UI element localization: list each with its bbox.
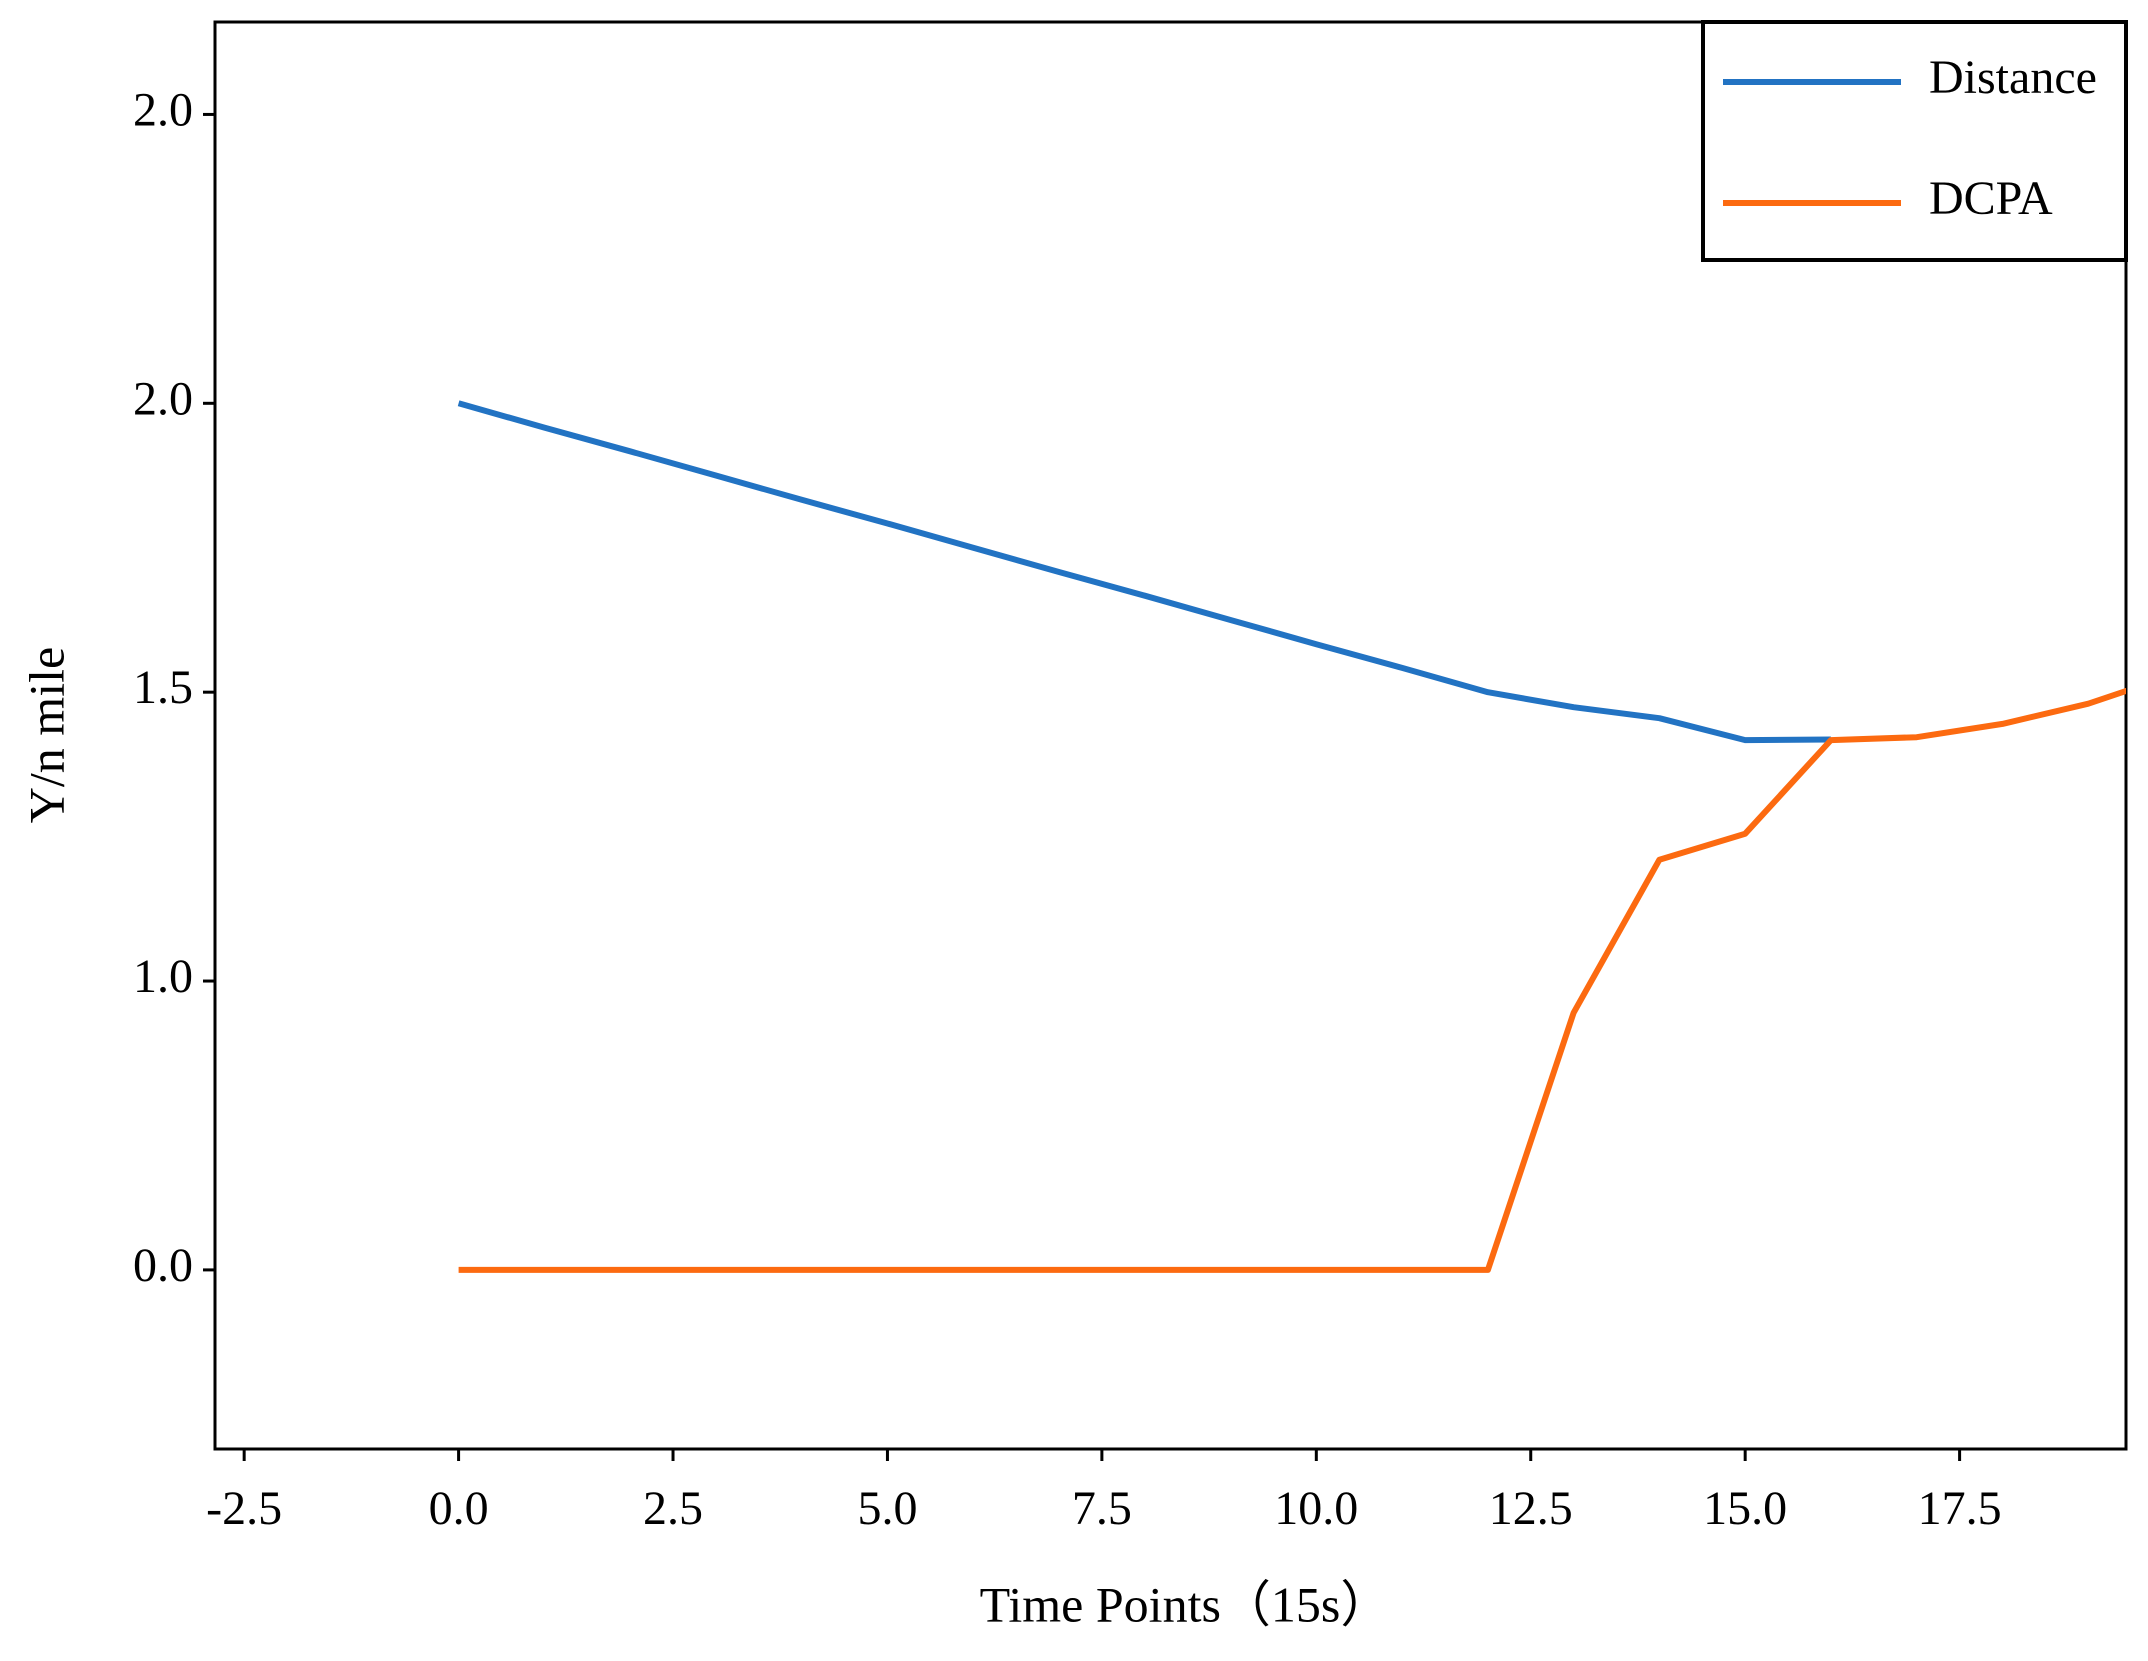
legend-label: Distance (1929, 51, 2097, 104)
x-tick-label: 10.0 (1274, 1482, 1358, 1535)
x-tick-label: 5.0 (857, 1482, 917, 1535)
series-line (458, 687, 2126, 1273)
plot-frame (213, 20, 2128, 1451)
y-tick-label: 0.0 (133, 1239, 193, 1292)
x-tick-label: 12.5 (1489, 1482, 1573, 1535)
series-line (457, 400, 1831, 744)
x-tick-label: 15.0 (1703, 1482, 1787, 1535)
y-tick-label: 1.5 (133, 661, 193, 714)
y-tick-label: 2.0 (133, 83, 193, 136)
legend-label: DCPA (1929, 172, 2053, 225)
y-axis-label: Y/n mile (18, 647, 74, 823)
x-tick-label: 2.5 (643, 1482, 703, 1535)
x-tick-label: 7.5 (1072, 1482, 1132, 1535)
plot-area (457, 400, 2126, 1273)
x-tick-label: -2.5 (206, 1482, 282, 1535)
legend (1701, 20, 2128, 262)
x-tick-label: 17.5 (1918, 1482, 2002, 1535)
x-axis-label: Time Points（15s） (980, 1576, 1391, 1632)
y-tick-label: 1.0 (133, 950, 193, 1003)
x-tick-label: 0.0 (429, 1482, 489, 1535)
y-tick-label: 2.0 (133, 372, 193, 425)
